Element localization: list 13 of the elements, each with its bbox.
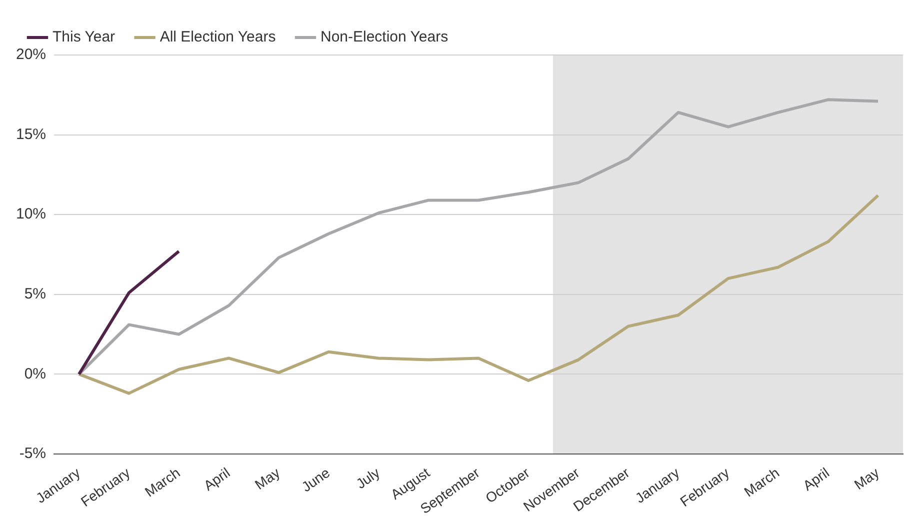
x-tick-label: May (851, 464, 882, 493)
y-tick-label: 5% (24, 286, 46, 303)
legend-label: This Year (52, 28, 116, 46)
x-tick-label: July (352, 464, 383, 492)
x-tick-label: May (252, 464, 283, 493)
y-tick-label: 0% (24, 365, 46, 382)
legend-label: Non-Election Years (320, 28, 448, 46)
x-tick-label: June (298, 464, 333, 495)
y-tick-label: -5% (19, 445, 46, 462)
y-tick-label: 20% (16, 46, 46, 64)
legend-label: All Election Years (160, 28, 276, 46)
y-tick-label: 15% (16, 126, 46, 143)
y-tick-label: 10% (16, 206, 46, 223)
